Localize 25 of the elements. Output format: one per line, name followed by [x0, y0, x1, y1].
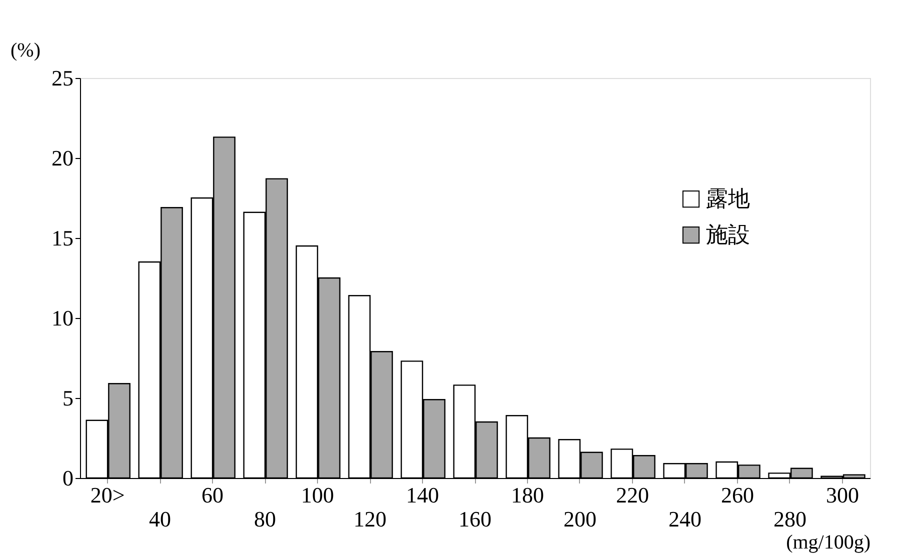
- x-tick-label: 120: [354, 506, 387, 532]
- x-tick-label: 100: [301, 482, 334, 508]
- x-tick-label: 220: [616, 482, 649, 508]
- x-tick-label: 20>: [90, 482, 125, 508]
- x-tick-label: 140: [406, 482, 440, 508]
- x-tick-label: 80: [254, 506, 276, 532]
- y-axis-title: (%): [10, 40, 40, 62]
- legend-label: 施設: [706, 222, 750, 247]
- y-tick-label: 5: [62, 386, 74, 410]
- legend-label: 露地: [706, 186, 750, 211]
- y-tick-label: 20: [52, 146, 74, 170]
- x-tick-label: 200: [563, 506, 596, 532]
- y-tick-label: 10: [52, 306, 74, 330]
- x-tick-label: 260: [720, 482, 754, 508]
- y-tick-label: 0: [62, 466, 74, 490]
- y-tick-label: 15: [52, 226, 74, 250]
- x-tick-label: 160: [458, 506, 492, 532]
- y-tick-label: 25: [52, 66, 74, 90]
- x-tick-label: 40: [149, 506, 172, 532]
- x-tick-label: 280: [773, 506, 806, 532]
- x-tick-label: 300: [826, 482, 859, 508]
- x-axis-title: (mg/100g): [786, 532, 870, 554]
- x-tick-label: 240: [668, 506, 702, 532]
- x-tick-label: 60: [202, 482, 224, 508]
- x-tick-label: 180: [510, 482, 544, 508]
